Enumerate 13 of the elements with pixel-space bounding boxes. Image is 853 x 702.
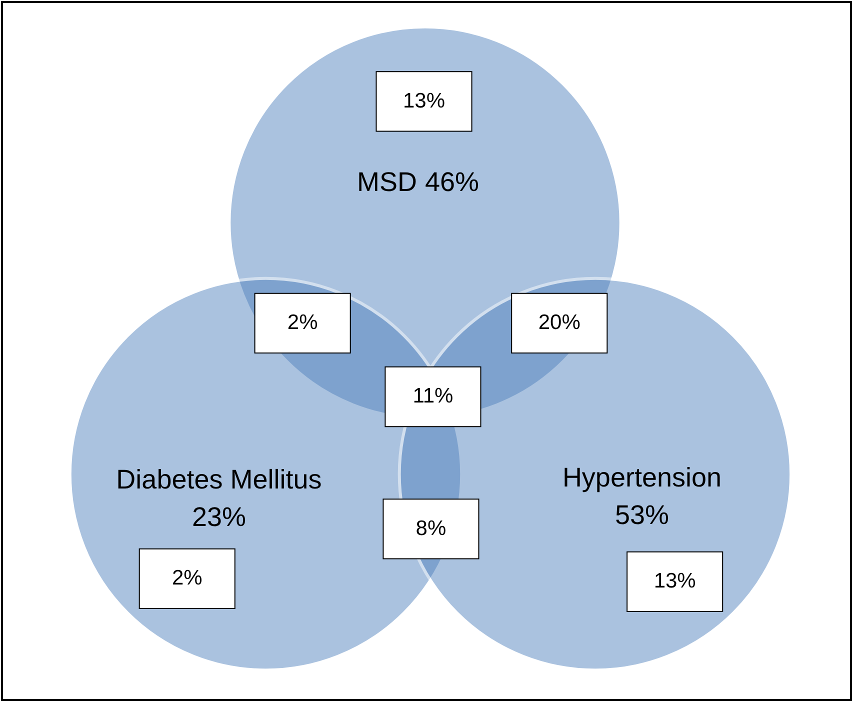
category-label: MSD (357, 166, 418, 197)
data-label: 53% (614, 500, 670, 530)
data-label: 46% (425, 166, 480, 197)
text: 13% (654, 570, 696, 593)
text: 8% (416, 516, 446, 540)
text: 11% (412, 384, 454, 408)
category-label: Hypertension (562, 462, 722, 492)
text: 20% (538, 311, 580, 334)
text: 2% (287, 311, 318, 334)
data-label: 23% (192, 502, 246, 532)
text: 2% (172, 566, 202, 590)
category-label: Diabetes Mellitus (116, 464, 322, 494)
text: 13% (402, 89, 446, 112)
